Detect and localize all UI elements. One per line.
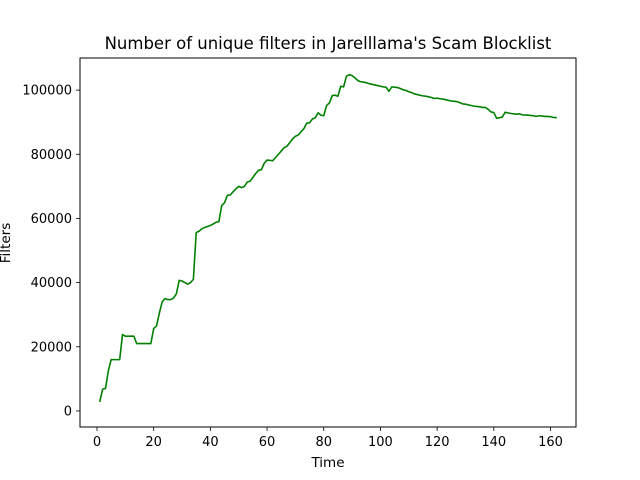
plot-frame <box>79 57 577 428</box>
y-tick-label: 40000 <box>31 276 72 291</box>
series-line <box>99 73 557 403</box>
x-tick-label: 0 <box>93 435 101 450</box>
x-tick-label: 20 <box>145 435 162 450</box>
x-tick-label: 120 <box>425 435 450 450</box>
x-tick-label: 100 <box>368 435 393 450</box>
y-axis-label: Filters <box>0 223 14 263</box>
x-axis-ticks: 0 20 40 60 80 100 120 140 160 <box>93 427 563 450</box>
x-tick-label: 140 <box>481 435 506 450</box>
series-layer <box>99 73 557 403</box>
y-tick-label: 80000 <box>31 148 72 163</box>
x-tick-label: 80 <box>315 435 332 450</box>
x-tick-label: 60 <box>259 435 276 450</box>
y-axis-ticks: 0 20000 40000 60000 80000 100000 <box>22 84 80 419</box>
chart-title: Number of unique filters in Jarelllama's… <box>105 34 552 53</box>
x-tick-label: 40 <box>202 435 219 450</box>
y-tick-label: 20000 <box>31 340 72 355</box>
x-axis-label: Time <box>310 455 344 471</box>
y-tick-label: 0 <box>64 404 72 419</box>
y-tick-label: 60000 <box>31 212 72 227</box>
y-tick-label: 100000 <box>22 84 72 99</box>
x-tick-label: 160 <box>538 435 563 450</box>
